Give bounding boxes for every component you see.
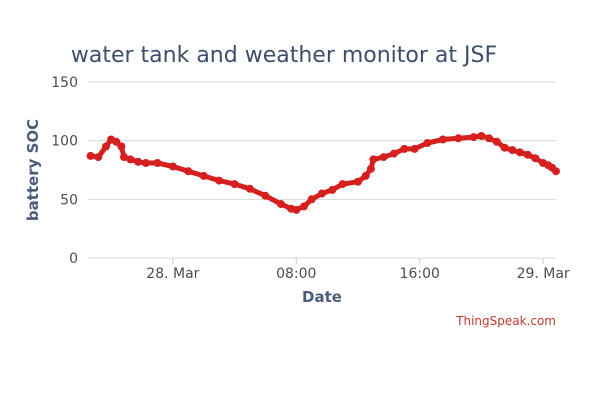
- data-point[interactable]: [477, 132, 486, 140]
- data-point[interactable]: [354, 177, 362, 186]
- x-axis-title: Date: [302, 288, 342, 306]
- data-point[interactable]: [94, 153, 103, 162]
- x-tick-label: 08:00: [276, 266, 316, 282]
- data-point[interactable]: [369, 155, 378, 164]
- y-tick-label: 150: [51, 75, 78, 91]
- data-point[interactable]: [292, 205, 301, 214]
- data-point[interactable]: [134, 157, 143, 166]
- data-point[interactable]: [117, 142, 126, 151]
- series-layer: [86, 132, 560, 214]
- data-point[interactable]: [261, 191, 270, 200]
- data-point[interactable]: [168, 162, 177, 171]
- x-tick-label: 16:00: [400, 266, 440, 282]
- data-point[interactable]: [361, 171, 370, 180]
- data-point[interactable]: [438, 135, 447, 144]
- series-line: [88, 133, 559, 213]
- data-point[interactable]: [276, 200, 285, 208]
- data-point[interactable]: [400, 144, 409, 153]
- thingspeak-credit-link[interactable]: ThingSpeak.com: [455, 314, 556, 328]
- y-tick-labels: 0 50 100 150: [51, 75, 78, 267]
- data-point[interactable]: [366, 164, 375, 173]
- data-point[interactable]: [141, 159, 150, 167]
- data-point[interactable]: [215, 176, 224, 185]
- data-point[interactable]: [120, 153, 128, 162]
- data-point[interactable]: [500, 143, 509, 152]
- data-point[interactable]: [390, 149, 398, 158]
- data-point[interactable]: [318, 189, 326, 198]
- data-point[interactable]: [410, 144, 419, 153]
- data-point[interactable]: [153, 159, 162, 167]
- data-point[interactable]: [379, 153, 388, 162]
- y-axis-title: battery SOC: [24, 119, 42, 221]
- data-point[interactable]: [300, 202, 308, 211]
- data-point[interactable]: [86, 151, 95, 160]
- data-point[interactable]: [469, 133, 478, 142]
- data-point[interactable]: [454, 134, 463, 143]
- data-point[interactable]: [230, 180, 239, 189]
- x-tick-label: 29. Mar: [517, 266, 570, 282]
- grid-layer: [88, 81, 556, 259]
- data-point[interactable]: [199, 171, 208, 180]
- data-point[interactable]: [508, 146, 517, 155]
- x-tick-labels: 28. Mar 08:00 16:00 29. Mar: [146, 258, 570, 282]
- x-tick-label: 28. Mar: [146, 266, 199, 282]
- data-point[interactable]: [423, 139, 432, 147]
- chart-title: water tank and weather monitor at JSF: [71, 43, 497, 68]
- data-point[interactable]: [102, 142, 110, 151]
- data-point[interactable]: [485, 134, 494, 143]
- data-point[interactable]: [516, 148, 524, 157]
- data-point[interactable]: [492, 137, 501, 146]
- data-point[interactable]: [246, 184, 254, 193]
- data-point[interactable]: [307, 195, 316, 204]
- data-point[interactable]: [552, 167, 560, 176]
- data-point[interactable]: [126, 155, 135, 164]
- data-point[interactable]: [184, 167, 193, 176]
- data-point[interactable]: [531, 154, 540, 163]
- y-tick-label: 0: [69, 251, 78, 267]
- data-point[interactable]: [338, 180, 347, 189]
- data-point[interactable]: [112, 137, 121, 146]
- data-point[interactable]: [328, 185, 337, 194]
- y-tick-label: 100: [51, 134, 78, 150]
- y-tick-label: 50: [60, 192, 78, 208]
- data-point[interactable]: [523, 150, 532, 159]
